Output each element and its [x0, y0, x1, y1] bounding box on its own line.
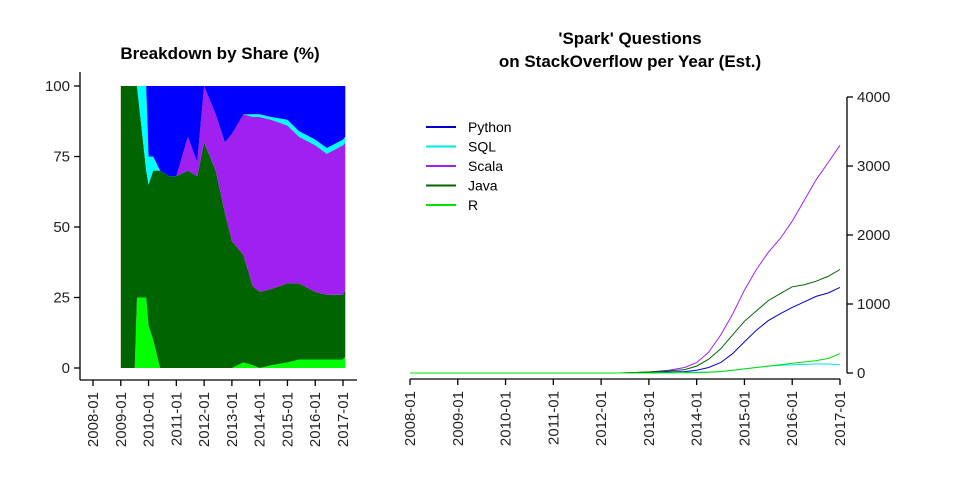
area-r: [120, 297, 346, 368]
left-x-tick-label: 2015-01: [279, 392, 296, 447]
left-x-tick-label: 2017-01: [335, 392, 352, 447]
legend: Python SQL Scala Java R: [426, 119, 512, 213]
area-scala: [120, 86, 346, 295]
left-x-tick-label: 2016-01: [307, 392, 324, 447]
right-x-tick-label: 2016-01: [784, 391, 801, 446]
line-java: [410, 269, 841, 374]
legend-label-scala: Scala: [468, 158, 503, 174]
left-y-tick-label: 75: [53, 149, 70, 166]
right-x-tick-label: 2013-01: [641, 391, 658, 446]
right-chart-title-line-2: on StackOverflow per Year (Est.): [499, 52, 761, 71]
line-python: [410, 286, 841, 374]
right-chart-title-line-1: 'Spark' Questions: [558, 29, 701, 48]
left-chart-title: Breakdown by Share (%): [120, 44, 319, 63]
right-y-tick-label: 3000: [857, 158, 890, 175]
right-x-tick-label: 2011-01: [545, 391, 562, 445]
share-breakdown-chart: Breakdown by Share (%) 0 25 50 75 100 2008-01…: [45, 44, 357, 447]
right-y-tick-label: 2000: [857, 227, 890, 244]
questions-per-year-chart: 'Spark' Questions on StackOverflow per Y…: [402, 29, 890, 446]
right-x-tick-label: 2017-01: [832, 391, 849, 446]
right-line-series: [410, 145, 841, 374]
left-area-series: [120, 86, 346, 368]
right-x-tick-label: 2015-01: [736, 391, 753, 446]
legend-label-r: R: [468, 197, 478, 213]
left-axes: 0 25 50 75 100 2008-01 2009-01 2010-01 2011-01 20…: [45, 72, 357, 447]
left-x-tick-label: 2012-01: [196, 392, 213, 447]
left-x-tick-label: 2009-01: [113, 392, 130, 447]
right-axes: 0 1000 2000 3000 4000 2008-01 2009-01 2010-01 20…: [402, 89, 890, 446]
right-x-tick-label: 2014-01: [689, 391, 706, 446]
left-x-tick-label: 2013-01: [224, 392, 241, 447]
right-x-tick-label: 2010-01: [498, 391, 515, 446]
area-python: [120, 86, 346, 177]
right-x-tick-label: 2012-01: [593, 391, 610, 446]
left-x-tick-label: 2011-01: [168, 392, 185, 446]
line-scala: [410, 145, 841, 374]
legend-label-sql: SQL: [468, 139, 496, 155]
right-x-tick-label: 2009-01: [450, 391, 467, 446]
line-r: [410, 353, 841, 374]
left-y-tick-label: 0: [62, 360, 70, 377]
right-y-tick-label: 0: [857, 365, 865, 382]
legend-label-java: Java: [468, 178, 498, 194]
left-x-tick-label: 2008-01: [85, 392, 102, 447]
right-y-tick-label: 1000: [857, 296, 890, 313]
legend-label-python: Python: [468, 119, 512, 135]
right-x-tick-label: 2008-01: [402, 391, 419, 446]
left-y-tick-label: 100: [45, 78, 70, 95]
right-y-tick-label: 4000: [857, 89, 890, 106]
area-java: [120, 86, 346, 368]
left-y-tick-label: 25: [53, 290, 70, 307]
left-x-tick-label: 2010-01: [141, 392, 158, 447]
left-y-tick-label: 50: [53, 219, 70, 236]
area-sql: [120, 86, 346, 185]
left-x-tick-label: 2014-01: [252, 392, 269, 447]
